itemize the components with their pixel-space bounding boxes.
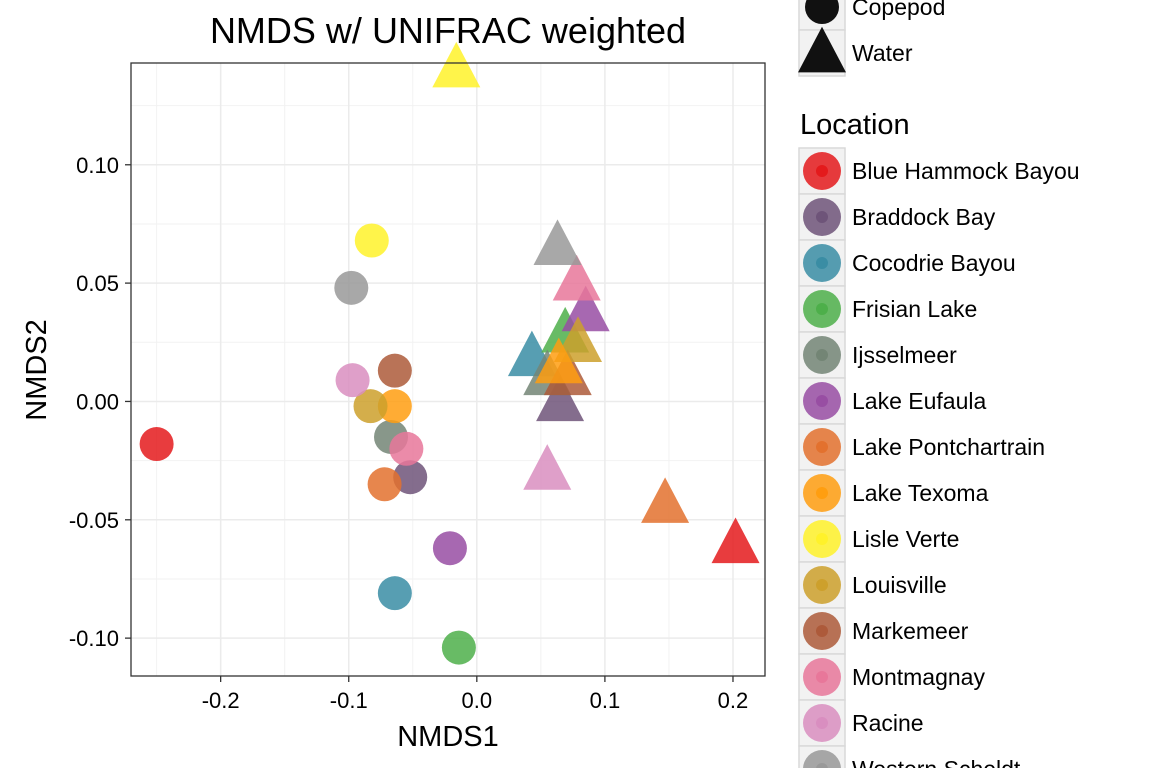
color-legend-label: Lake Pontchartrain xyxy=(852,434,1045,460)
color-legend-label: Markemeer xyxy=(852,618,969,644)
data-points xyxy=(139,41,760,665)
color-legend-label: Blue Hammock Bayou xyxy=(852,158,1080,184)
legend-dot-icon xyxy=(816,533,828,545)
legend-dot-icon xyxy=(816,671,828,683)
copepod-point xyxy=(334,270,369,305)
legend-dot-icon xyxy=(816,441,828,453)
x-tick-label: 0.0 xyxy=(462,688,493,713)
water-point xyxy=(561,285,610,332)
copepod-point xyxy=(377,576,412,611)
water-point xyxy=(641,477,690,523)
copepod-point xyxy=(335,363,370,398)
legend-triangle-icon xyxy=(798,26,846,73)
water-point xyxy=(432,41,481,88)
color-legend-label: Western Scheldt xyxy=(852,756,1021,768)
x-tick-label: 0.2 xyxy=(718,688,749,713)
water-point xyxy=(552,254,601,301)
y-tick-label: 0.00 xyxy=(76,389,119,414)
color-legend-label: Frisian Lake xyxy=(852,296,977,322)
x-axis-title: NMDS1 xyxy=(397,721,499,753)
copepod-point xyxy=(393,460,428,495)
color-legend-label: Lake Texoma xyxy=(852,480,989,506)
water-point xyxy=(554,316,603,362)
x-axis: -0.2 -0.1 0.0 0.1 0.2 xyxy=(202,676,749,713)
y-axis-title: NMDS2 xyxy=(21,319,53,421)
copepod-point xyxy=(139,427,174,462)
copepod-point xyxy=(441,630,476,665)
water-point xyxy=(534,337,583,384)
y-tick-label: -0.05 xyxy=(69,508,119,533)
chart-title: NMDS w/ UNIFRAC weighted xyxy=(210,10,686,51)
x-tick-label: 0.1 xyxy=(590,688,621,713)
copepod-point xyxy=(353,389,388,424)
color-legend-title: Location xyxy=(800,109,910,141)
copepod-point xyxy=(377,389,412,424)
grid-lines xyxy=(131,63,765,676)
y-tick-label: 0.05 xyxy=(76,271,119,296)
copepod-point xyxy=(432,531,467,566)
color-legend: Location Blue Hammock Bayou Braddock Bay C… xyxy=(798,109,1080,768)
shape-legend-label: Water xyxy=(852,40,913,66)
legend-dot-icon xyxy=(816,257,828,269)
color-legend-label: Louisville xyxy=(852,572,947,598)
water-point xyxy=(523,444,572,490)
legend-dot-icon xyxy=(816,349,828,361)
y-tick-label: -0.10 xyxy=(69,626,119,651)
x-tick-label: -0.1 xyxy=(330,688,368,713)
legend-dot-icon xyxy=(816,763,828,768)
water-point xyxy=(711,517,760,564)
legend-dot-icon xyxy=(816,717,828,729)
water-point xyxy=(536,375,585,422)
color-legend-label: Racine xyxy=(852,710,924,736)
x-tick-label: -0.2 xyxy=(202,688,240,713)
copepod-point xyxy=(377,353,412,388)
water-point xyxy=(533,219,582,265)
y-tick-label: 0.10 xyxy=(76,153,119,178)
color-legend-label: Cocodrie Bayou xyxy=(852,250,1016,276)
color-legend-label: Lisle Verte xyxy=(852,526,959,552)
panel-border xyxy=(130,62,766,677)
legend-swatch-icon xyxy=(803,750,841,768)
plot-panel xyxy=(130,41,766,677)
color-legend-label: Ijsselmeer xyxy=(852,342,957,368)
legend-dot-icon xyxy=(816,395,828,407)
shape-legend-label: Copepod xyxy=(852,0,945,20)
legend-circle-icon xyxy=(805,0,839,24)
color-legend-label: Lake Eufaula xyxy=(852,388,986,414)
copepod-point xyxy=(367,467,402,502)
color-legend-label: Braddock Bay xyxy=(852,204,996,230)
legend-dot-icon xyxy=(816,303,828,315)
y-axis: -0.10 -0.05 0.00 0.05 0.10 xyxy=(69,153,131,651)
panel-background xyxy=(131,63,765,676)
legend-dot-icon xyxy=(816,487,828,499)
copepod-point xyxy=(389,431,424,466)
color-legend-label: Montmagnay xyxy=(852,664,985,690)
legend-dot-icon xyxy=(816,579,828,591)
legend-dot-icon xyxy=(816,625,828,637)
legend-dot-icon xyxy=(816,211,828,223)
legend-dot-icon xyxy=(816,165,828,177)
shape-legend: Copepod Water xyxy=(798,0,945,77)
copepod-point xyxy=(354,223,389,258)
